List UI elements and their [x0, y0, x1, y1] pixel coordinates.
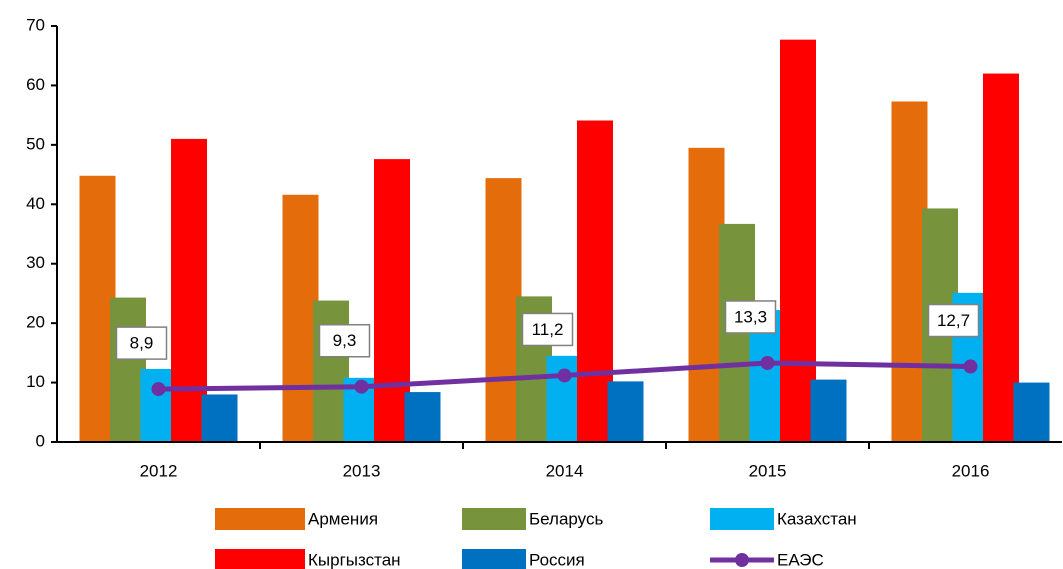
legend-label: Кыргызстан [308, 550, 401, 569]
bar [374, 159, 410, 442]
bar [110, 297, 146, 442]
data-label-box [115, 326, 168, 360]
bar [282, 194, 319, 442]
data-label: 9,3 [333, 331, 357, 350]
bar [891, 101, 928, 442]
bar [810, 379, 847, 442]
y-tick-label: 20 [26, 313, 45, 332]
y-tick-label: 50 [26, 134, 45, 153]
bar [983, 73, 1019, 443]
bar [1013, 382, 1050, 442]
data-label: 8,9 [130, 334, 154, 353]
line-marker [354, 379, 369, 394]
data-label: 13,3 [734, 307, 767, 326]
data-label-box [521, 312, 574, 347]
line-marker [557, 368, 572, 383]
legend-swatch [215, 549, 305, 569]
bar [171, 138, 207, 442]
bar [577, 120, 613, 443]
bar [688, 147, 725, 443]
x-tick-label: 2014 [546, 461, 584, 480]
data-label-box [318, 323, 371, 358]
legend-marker [735, 553, 749, 567]
x-tick-label: 2013 [343, 461, 381, 480]
legend-label: ЕАЭС [777, 550, 824, 569]
bar [607, 381, 644, 442]
legend-label: Казахстан [777, 509, 857, 528]
legend-label: Россия [529, 550, 585, 569]
legend-label: Беларусь [529, 509, 603, 528]
legend-label: Армения [308, 509, 378, 528]
y-tick-label: 40 [26, 194, 45, 213]
bar [140, 368, 177, 442]
bar [485, 178, 522, 442]
y-tick-label: 70 [26, 15, 45, 34]
y-tick-label: 30 [26, 253, 45, 272]
data-label: 11,2 [532, 320, 564, 339]
bar [404, 392, 441, 442]
data-label-box [724, 300, 777, 334]
bar [79, 175, 116, 442]
legend-swatch [710, 508, 774, 530]
line-marker [963, 359, 978, 374]
line-marker [151, 382, 166, 397]
x-tick-label: 2012 [140, 461, 178, 480]
y-tick-label: 0 [36, 431, 45, 450]
bar [201, 394, 238, 442]
y-tick-label: 60 [26, 75, 45, 94]
legend-swatch [215, 508, 305, 530]
x-tick-label: 2016 [952, 461, 990, 480]
x-tick-label: 2015 [749, 461, 787, 480]
data-label-box [927, 303, 980, 338]
legend-swatch [462, 549, 526, 569]
y-tick-label: 10 [26, 372, 45, 391]
data-label: 12,7 [937, 311, 970, 330]
legend-swatch [462, 508, 526, 530]
line-marker [760, 355, 775, 370]
bar [780, 39, 816, 442]
